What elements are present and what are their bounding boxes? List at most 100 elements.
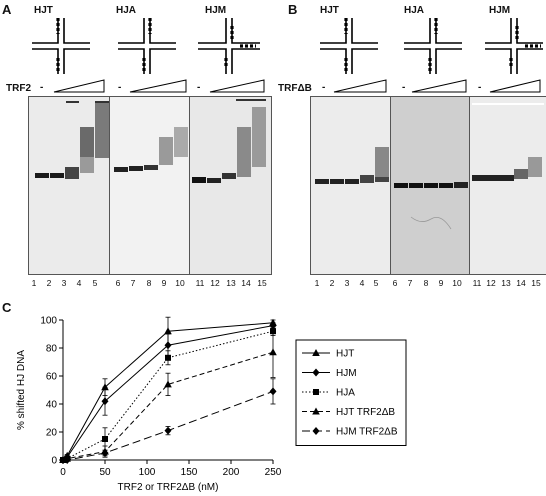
panel-c-letter: C	[2, 300, 12, 315]
legend: HJT HJM HJA HJT TRF2ΔB HJM TRF2ΔB	[295, 339, 407, 446]
lane-number: 5	[92, 278, 98, 288]
lane-number: 5	[373, 278, 379, 288]
panel-a-letter: A	[2, 2, 12, 17]
data-point	[164, 327, 172, 335]
gel-hjm-trfdb	[469, 96, 546, 275]
data-point	[165, 354, 171, 361]
data-point	[164, 341, 172, 350]
x-tick-label: 200	[223, 467, 240, 478]
lane-number: 3	[344, 278, 350, 288]
y-tick-label: 0	[51, 456, 57, 467]
x-tick-label: 0	[60, 467, 66, 478]
lane-number: 15	[531, 278, 541, 288]
panel-a-junction-label-1: HJT	[34, 5, 53, 16]
legend-marker	[312, 349, 320, 356]
data-point	[164, 426, 172, 435]
lane-number: 11	[472, 278, 482, 288]
lane-number: 2	[329, 278, 335, 288]
gel-hjm-trf2	[189, 96, 272, 275]
data-point	[59, 456, 67, 464]
y-tick-label: 80	[46, 344, 58, 355]
panel-a-minus-3: -	[197, 82, 201, 93]
gel-hjt-trfdb	[310, 96, 392, 275]
lane-number: 1	[314, 278, 320, 288]
panel-a-minus-2: -	[118, 82, 122, 93]
hjt-junction-diagram	[32, 18, 90, 74]
data-point	[164, 380, 172, 388]
lane-number: 8	[146, 278, 152, 288]
lane-number: 3	[61, 278, 67, 288]
x-tick-label: 250	[265, 467, 282, 478]
panel-a-junction-label-2: HJA	[116, 5, 137, 16]
panel-b-minus-1: -	[322, 82, 326, 93]
lane-number: 7	[407, 278, 413, 288]
lane-number: 7	[130, 278, 136, 288]
concentration-wedge	[129, 79, 187, 93]
hjm-trfdb-junction-diagram	[485, 18, 543, 74]
junction-schematics	[32, 18, 543, 74]
lane-number: 11	[195, 278, 205, 288]
y-tick-label: 20	[46, 428, 58, 439]
x-tick-label: 150	[181, 467, 198, 478]
lane-number: 12	[210, 278, 220, 288]
panel-b-junction-label-3: HJM	[489, 5, 511, 16]
gel-hja-trfdb	[390, 96, 471, 275]
lane-number: 9	[438, 278, 444, 288]
panel-b-minus-3: -	[478, 82, 482, 93]
concentration-wedge	[209, 79, 265, 93]
hjt-trfdb-junction-diagram	[320, 18, 378, 74]
panel-b-junction-label-2: HJA	[404, 5, 425, 16]
y-tick-label: 40	[46, 400, 58, 411]
lane-number: 10	[452, 278, 462, 288]
data-point	[269, 348, 277, 356]
panel-b-protein-label: TRFΔB	[278, 83, 312, 94]
lane-number: 13	[226, 278, 236, 288]
panel-a-concentration-wedges	[53, 79, 265, 93]
legend-marker	[312, 407, 320, 415]
lane-number: 15	[257, 278, 267, 288]
panel-a-minus-1: -	[40, 82, 44, 93]
data-point	[101, 449, 109, 457]
panel-b-minus-2: -	[402, 82, 406, 93]
hja-junction-diagram	[118, 18, 176, 74]
gel-hjt-trf2	[28, 96, 111, 275]
lane-number: 6	[115, 278, 121, 288]
data-point	[269, 387, 277, 396]
shifted-dna-line-chart: 0 20 40 60 80 100 0 50 100 150 200 250 % shifted HJ…	[16, 316, 407, 493]
concentration-wedge	[411, 79, 467, 93]
lane-number: 2	[46, 278, 52, 288]
data-point	[101, 397, 109, 406]
panel-b-letter: B	[288, 2, 298, 17]
series-line	[63, 390, 274, 461]
gel-hja-trf2	[109, 96, 191, 275]
hja-trfdb-junction-diagram	[404, 18, 462, 74]
lane-number: 14	[241, 278, 251, 288]
lane-number: 1	[31, 278, 37, 288]
lane-number: 14	[516, 278, 526, 288]
lane-number: 13	[501, 278, 511, 288]
x-axis-label: TRF2 or TRF2ΔB (nM)	[118, 482, 219, 493]
lane-number: 10	[175, 278, 185, 288]
x-tick-label: 50	[99, 467, 111, 478]
lane-number: 12	[486, 278, 496, 288]
lane-number: 4	[359, 278, 365, 288]
y-tick-label: 60	[46, 372, 58, 383]
legend-label: HJM TRF2ΔB	[336, 427, 398, 438]
y-axis-label: % shifted HJ DNA	[16, 350, 27, 430]
data-point	[102, 436, 108, 442]
legend-marker	[313, 389, 319, 395]
lane-number: 4	[76, 278, 82, 288]
legend-label: HJM	[336, 368, 357, 379]
concentration-wedge	[53, 79, 105, 93]
concentration-wedge	[489, 79, 541, 93]
data-point	[63, 456, 71, 464]
concentration-wedge	[333, 79, 387, 93]
legend-label: HJT TRF2ΔB	[336, 407, 395, 418]
x-tick-label: 100	[139, 467, 156, 478]
lane-number: 9	[161, 278, 167, 288]
panel-a-protein-label: TRF2	[6, 83, 31, 94]
data-point	[101, 383, 109, 391]
panel-a-junction-label-3: HJM	[205, 5, 227, 16]
legend-marker	[312, 427, 320, 435]
legend-marker	[312, 368, 320, 377]
